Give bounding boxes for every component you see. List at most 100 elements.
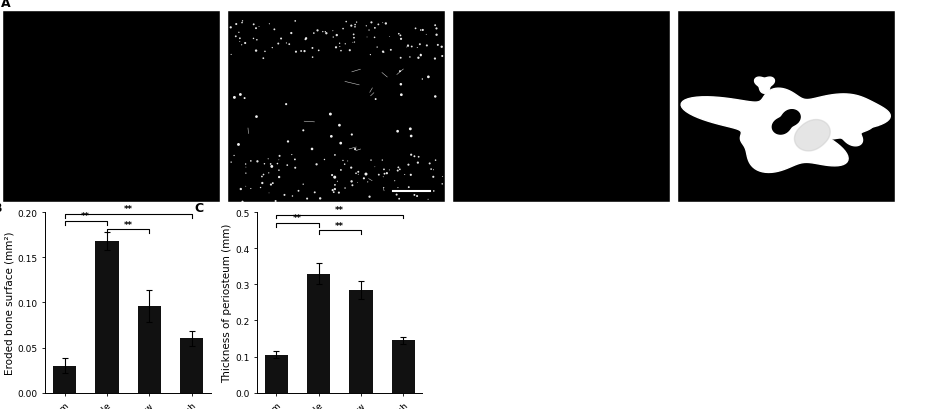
Point	[376, 166, 391, 173]
Point	[263, 182, 278, 189]
Point	[394, 92, 409, 99]
Point	[326, 189, 341, 196]
Point	[403, 172, 418, 179]
Point	[390, 185, 405, 191]
Point	[224, 160, 239, 166]
Point	[335, 26, 350, 33]
Point	[412, 42, 427, 48]
Point	[227, 95, 242, 101]
Point	[362, 28, 377, 34]
Point	[393, 55, 408, 62]
Point	[404, 44, 419, 51]
Point	[376, 185, 391, 191]
Point	[414, 76, 430, 83]
Point	[324, 172, 339, 179]
Text: **: **	[335, 205, 344, 214]
Point	[248, 48, 263, 55]
Point	[295, 182, 311, 188]
Point	[381, 167, 396, 174]
Point	[316, 157, 331, 163]
Point	[318, 31, 333, 38]
Point	[434, 181, 449, 188]
Point	[398, 45, 413, 51]
Text: **: **	[335, 221, 344, 230]
Point	[305, 55, 320, 61]
Point	[249, 37, 264, 44]
Point	[411, 154, 426, 161]
Point	[370, 22, 385, 29]
Point	[227, 153, 242, 160]
Point	[243, 186, 258, 192]
Point	[333, 141, 348, 147]
Point	[400, 43, 415, 50]
Point	[342, 48, 357, 54]
Point	[279, 162, 295, 169]
Point	[375, 157, 390, 164]
Point	[299, 196, 314, 202]
Point	[359, 35, 374, 41]
Point	[375, 20, 390, 27]
Polygon shape	[771, 110, 800, 135]
Point	[427, 23, 442, 29]
Point	[307, 190, 322, 196]
Point	[369, 45, 384, 51]
Point	[420, 74, 435, 81]
Point	[287, 165, 302, 172]
Point	[273, 36, 288, 43]
Point	[387, 178, 402, 184]
Point	[232, 36, 247, 43]
Point	[324, 134, 339, 140]
Point	[312, 196, 328, 202]
Point	[346, 35, 362, 42]
Point	[426, 174, 441, 181]
Point	[393, 82, 408, 88]
Point	[306, 31, 321, 37]
Point	[234, 20, 249, 27]
Point	[347, 22, 362, 29]
Point	[391, 196, 406, 202]
Point	[256, 56, 271, 62]
Point	[378, 21, 393, 28]
Point	[268, 198, 283, 205]
Point	[255, 180, 270, 187]
Point	[346, 32, 361, 38]
Point	[235, 199, 250, 205]
Point	[340, 158, 355, 165]
Point	[309, 162, 324, 168]
Point	[344, 132, 359, 139]
Point	[331, 123, 346, 129]
Point	[389, 192, 404, 198]
Point	[367, 164, 382, 171]
Point	[261, 190, 277, 197]
Point	[347, 146, 362, 153]
Point	[392, 166, 407, 173]
Point	[248, 26, 263, 32]
Point	[232, 39, 247, 46]
Point	[377, 171, 392, 178]
Point	[278, 101, 294, 108]
Point	[288, 49, 303, 56]
Point	[400, 43, 415, 49]
Point	[277, 192, 292, 199]
Point	[335, 158, 350, 164]
Point	[410, 160, 425, 166]
Point	[344, 23, 359, 30]
Point	[358, 171, 373, 178]
Point	[410, 45, 425, 52]
Point	[427, 56, 442, 63]
Bar	[138, 306, 160, 393]
Point	[231, 30, 246, 36]
Point	[332, 44, 347, 51]
Point	[284, 193, 299, 200]
Point	[337, 185, 352, 192]
Text: **: **	[124, 205, 132, 214]
Point	[350, 172, 365, 178]
Point	[262, 161, 278, 168]
Point	[347, 25, 362, 31]
Point	[295, 128, 311, 134]
Point	[245, 22, 261, 29]
Point	[348, 20, 363, 26]
Bar	[349, 290, 372, 393]
Point	[315, 29, 330, 36]
Point	[423, 166, 438, 173]
